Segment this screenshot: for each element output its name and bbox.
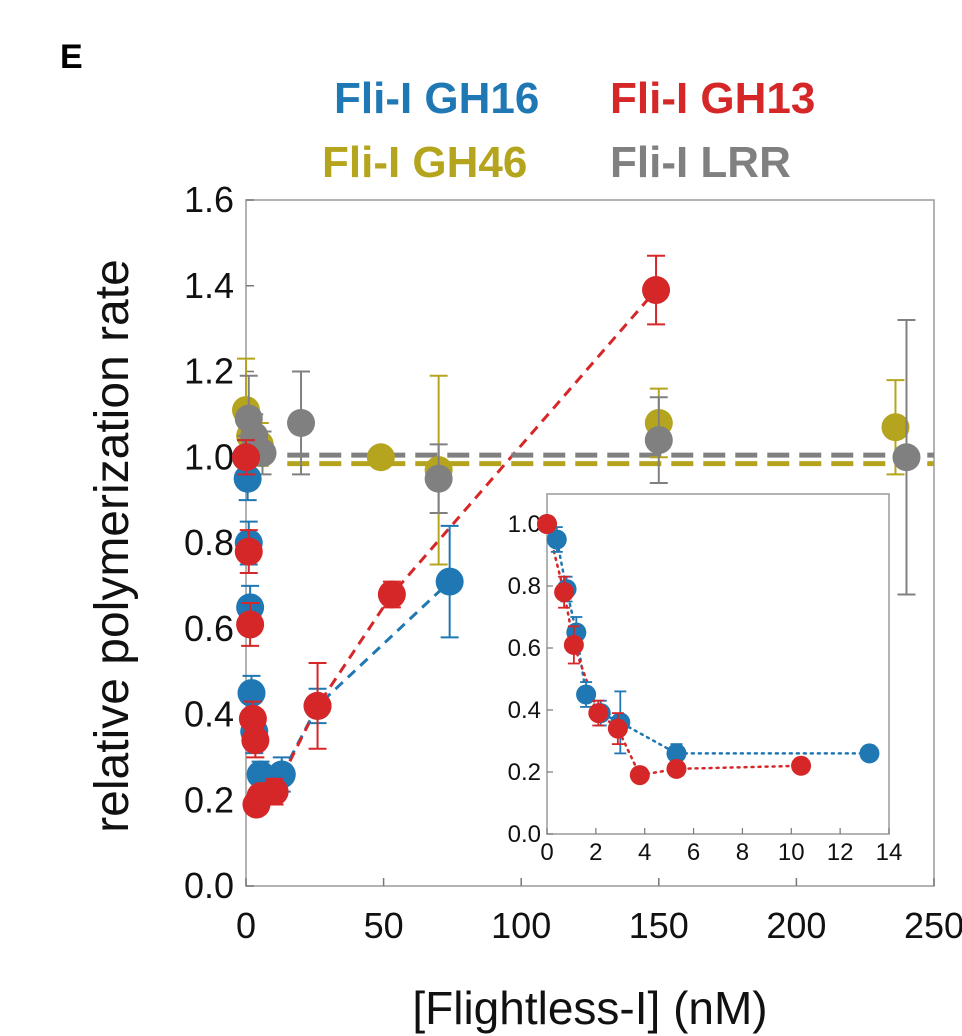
y-tick-label: 0.8 (184, 522, 234, 563)
inset-data-point (554, 582, 575, 603)
inset-x-tick-label: 10 (778, 839, 805, 866)
inset-data-point (563, 634, 584, 655)
inset-data-point (588, 703, 609, 724)
data-point (892, 443, 921, 472)
x-tick-label: 250 (904, 905, 962, 946)
x-tick-label: 100 (491, 905, 551, 946)
inset-data-point (666, 743, 687, 764)
inset-data-point (537, 514, 557, 534)
inset-x-tick-label: 2 (589, 839, 602, 866)
x-tick-label: 0 (236, 905, 256, 946)
inset-x-tick-label: 12 (827, 839, 854, 866)
inset-data-point (666, 758, 687, 779)
y-tick-label: 1.2 (184, 351, 234, 392)
main-axis-ticks: 0 50 100 150 200 2500.00.20.40.60.81.01.21.41… (184, 179, 962, 946)
data-point (236, 610, 265, 639)
inset-x-tick-label: 8 (736, 839, 749, 866)
panel-label: E (60, 38, 83, 76)
data-point (233, 464, 262, 493)
x-tick-label: 50 (364, 905, 404, 946)
y-axis-label: relative polymerization rate (86, 259, 139, 833)
data-point (881, 413, 910, 442)
inset-data-point (859, 743, 880, 764)
data-point (435, 567, 464, 596)
inset-x-tick-label: 4 (638, 839, 651, 866)
data-point (232, 443, 260, 472)
inset-data-point (791, 755, 812, 776)
inset-y-tick-label: 1.0 (508, 511, 541, 538)
data-point (424, 464, 453, 493)
data-point (366, 443, 395, 472)
legend-entry-lrr: Fli-I LRR (610, 138, 791, 187)
inset-frame (546, 493, 890, 835)
inset-x-tick-label: 14 (876, 839, 903, 866)
y-tick-label: 0.4 (184, 694, 234, 735)
y-tick-label: 1.0 (184, 436, 234, 477)
data-point (238, 704, 267, 733)
inset-data-point (607, 718, 628, 739)
legend-entry-gh46: Fli-I GH46 (322, 138, 528, 187)
main-series-points (232, 254, 921, 819)
series-line (280, 580, 451, 776)
y-tick-label: 0.0 (184, 865, 234, 906)
inset-y-tick-label: 0.0 (508, 821, 541, 848)
y-tick-label: 1.6 (184, 179, 234, 220)
inset-series-points (537, 514, 880, 786)
series-line (273, 289, 658, 793)
data-point (642, 276, 671, 305)
inset-y-tick-label: 0.6 (508, 635, 541, 662)
x-tick-label: 150 (629, 905, 689, 946)
data-point (241, 726, 270, 755)
inset-x-tick-label: 6 (687, 839, 700, 866)
data-point (377, 580, 406, 609)
data-point (644, 426, 673, 455)
y-tick-label: 0.2 (184, 779, 234, 820)
inset-x-tick-label: 0 (540, 839, 553, 866)
inset-y-tick-label: 0.4 (508, 697, 541, 724)
legend-entry-gh13: Fli-I GH13 (610, 74, 816, 123)
y-tick-label: 1.4 (184, 265, 234, 306)
data-point (303, 691, 332, 720)
inset-data-point (576, 684, 597, 705)
inset-y-tick-label: 0.2 (508, 759, 541, 786)
x-tick-label: 200 (766, 905, 826, 946)
inset-data-point (629, 765, 650, 786)
inset-y-tick-label: 0.8 (508, 573, 541, 600)
x-axis-label: [Flightless-I] (nM) (412, 982, 767, 1034)
data-point (237, 679, 266, 708)
data-point (287, 408, 316, 437)
y-tick-label: 0.6 (184, 608, 234, 649)
data-point (234, 537, 263, 566)
legend-entry-gh16: Fli-I GH16 (334, 74, 540, 123)
inset-chart: 0 2 4 6 8 10 12 14 0.0 0.2 0.4 0.6 0.8 1.0 (508, 493, 903, 866)
data-point (260, 777, 289, 806)
inset-data-point (546, 529, 567, 550)
inset-axis-ticks: 0 2 4 6 8 10 12 14 0.0 0.2 0.4 0.6 0.8 1.0 (508, 511, 903, 866)
